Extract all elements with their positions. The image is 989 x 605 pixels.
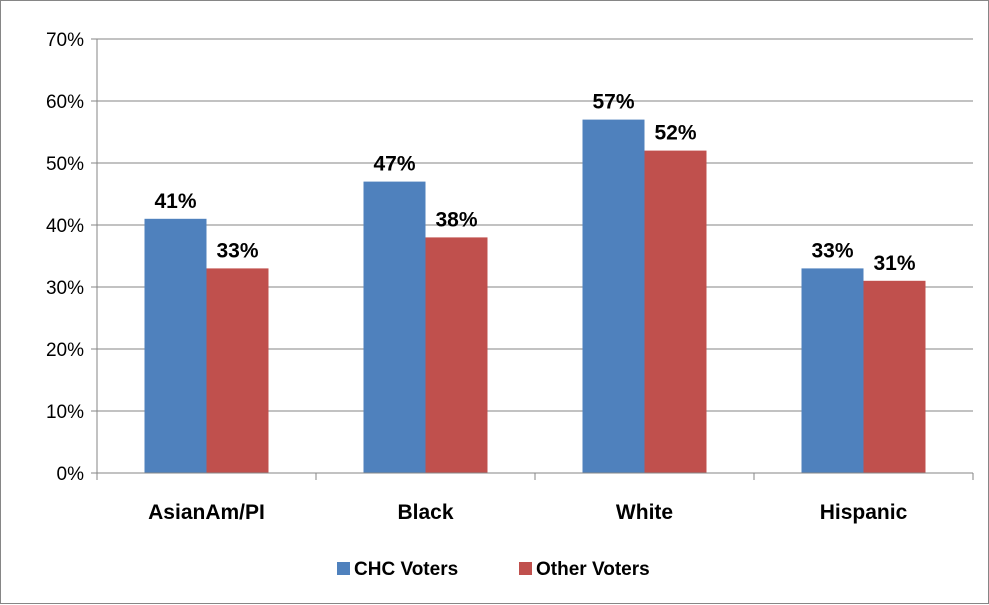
data-label: 33% (216, 239, 258, 262)
y-tick-label: 20% (46, 340, 84, 361)
x-axis-labels: AsianAm/PI Black White Hispanic (148, 501, 907, 524)
axes (91, 38, 974, 480)
bar (144, 218, 207, 473)
x-category-label: AsianAm/PI (148, 501, 265, 524)
bar (644, 150, 707, 473)
x-category-label: Black (397, 501, 453, 524)
y-tick-label: 60% (46, 92, 84, 113)
y-axis-ticks: 0% 10% 20% 30% 40% 50% 60% 70% (46, 30, 84, 485)
legend-swatch (519, 562, 532, 575)
data-label: 38% (435, 208, 477, 231)
y-tick-label: 10% (46, 402, 84, 423)
data-label: 47% (373, 153, 415, 176)
y-tick-label: 30% (46, 278, 84, 299)
legend: CHC Voters Other Voters (337, 559, 650, 580)
y-tick-label: 50% (46, 154, 84, 175)
x-category-label: Hispanic (820, 501, 908, 524)
y-tick-label: 70% (46, 30, 84, 51)
legend-label: CHC Voters (354, 559, 458, 580)
legend-swatch (337, 562, 350, 575)
y-tick-label: 0% (57, 464, 85, 485)
data-label: 41% (154, 190, 196, 213)
bar (582, 119, 645, 473)
data-label: 57% (592, 91, 634, 114)
y-tick-label: 40% (46, 216, 84, 237)
bars (144, 119, 926, 473)
data-label: 31% (873, 252, 915, 275)
data-label: 33% (811, 239, 853, 262)
legend-label: Other Voters (536, 559, 650, 580)
bar (863, 280, 926, 473)
data-labels: 41% 33% 47% 38% 57% 52% 33% 31% (154, 91, 915, 275)
bar (425, 237, 488, 473)
bar (206, 268, 269, 473)
x-category-label: White (616, 501, 673, 524)
bar (363, 181, 426, 473)
bar (801, 268, 864, 473)
data-label: 52% (654, 122, 696, 145)
